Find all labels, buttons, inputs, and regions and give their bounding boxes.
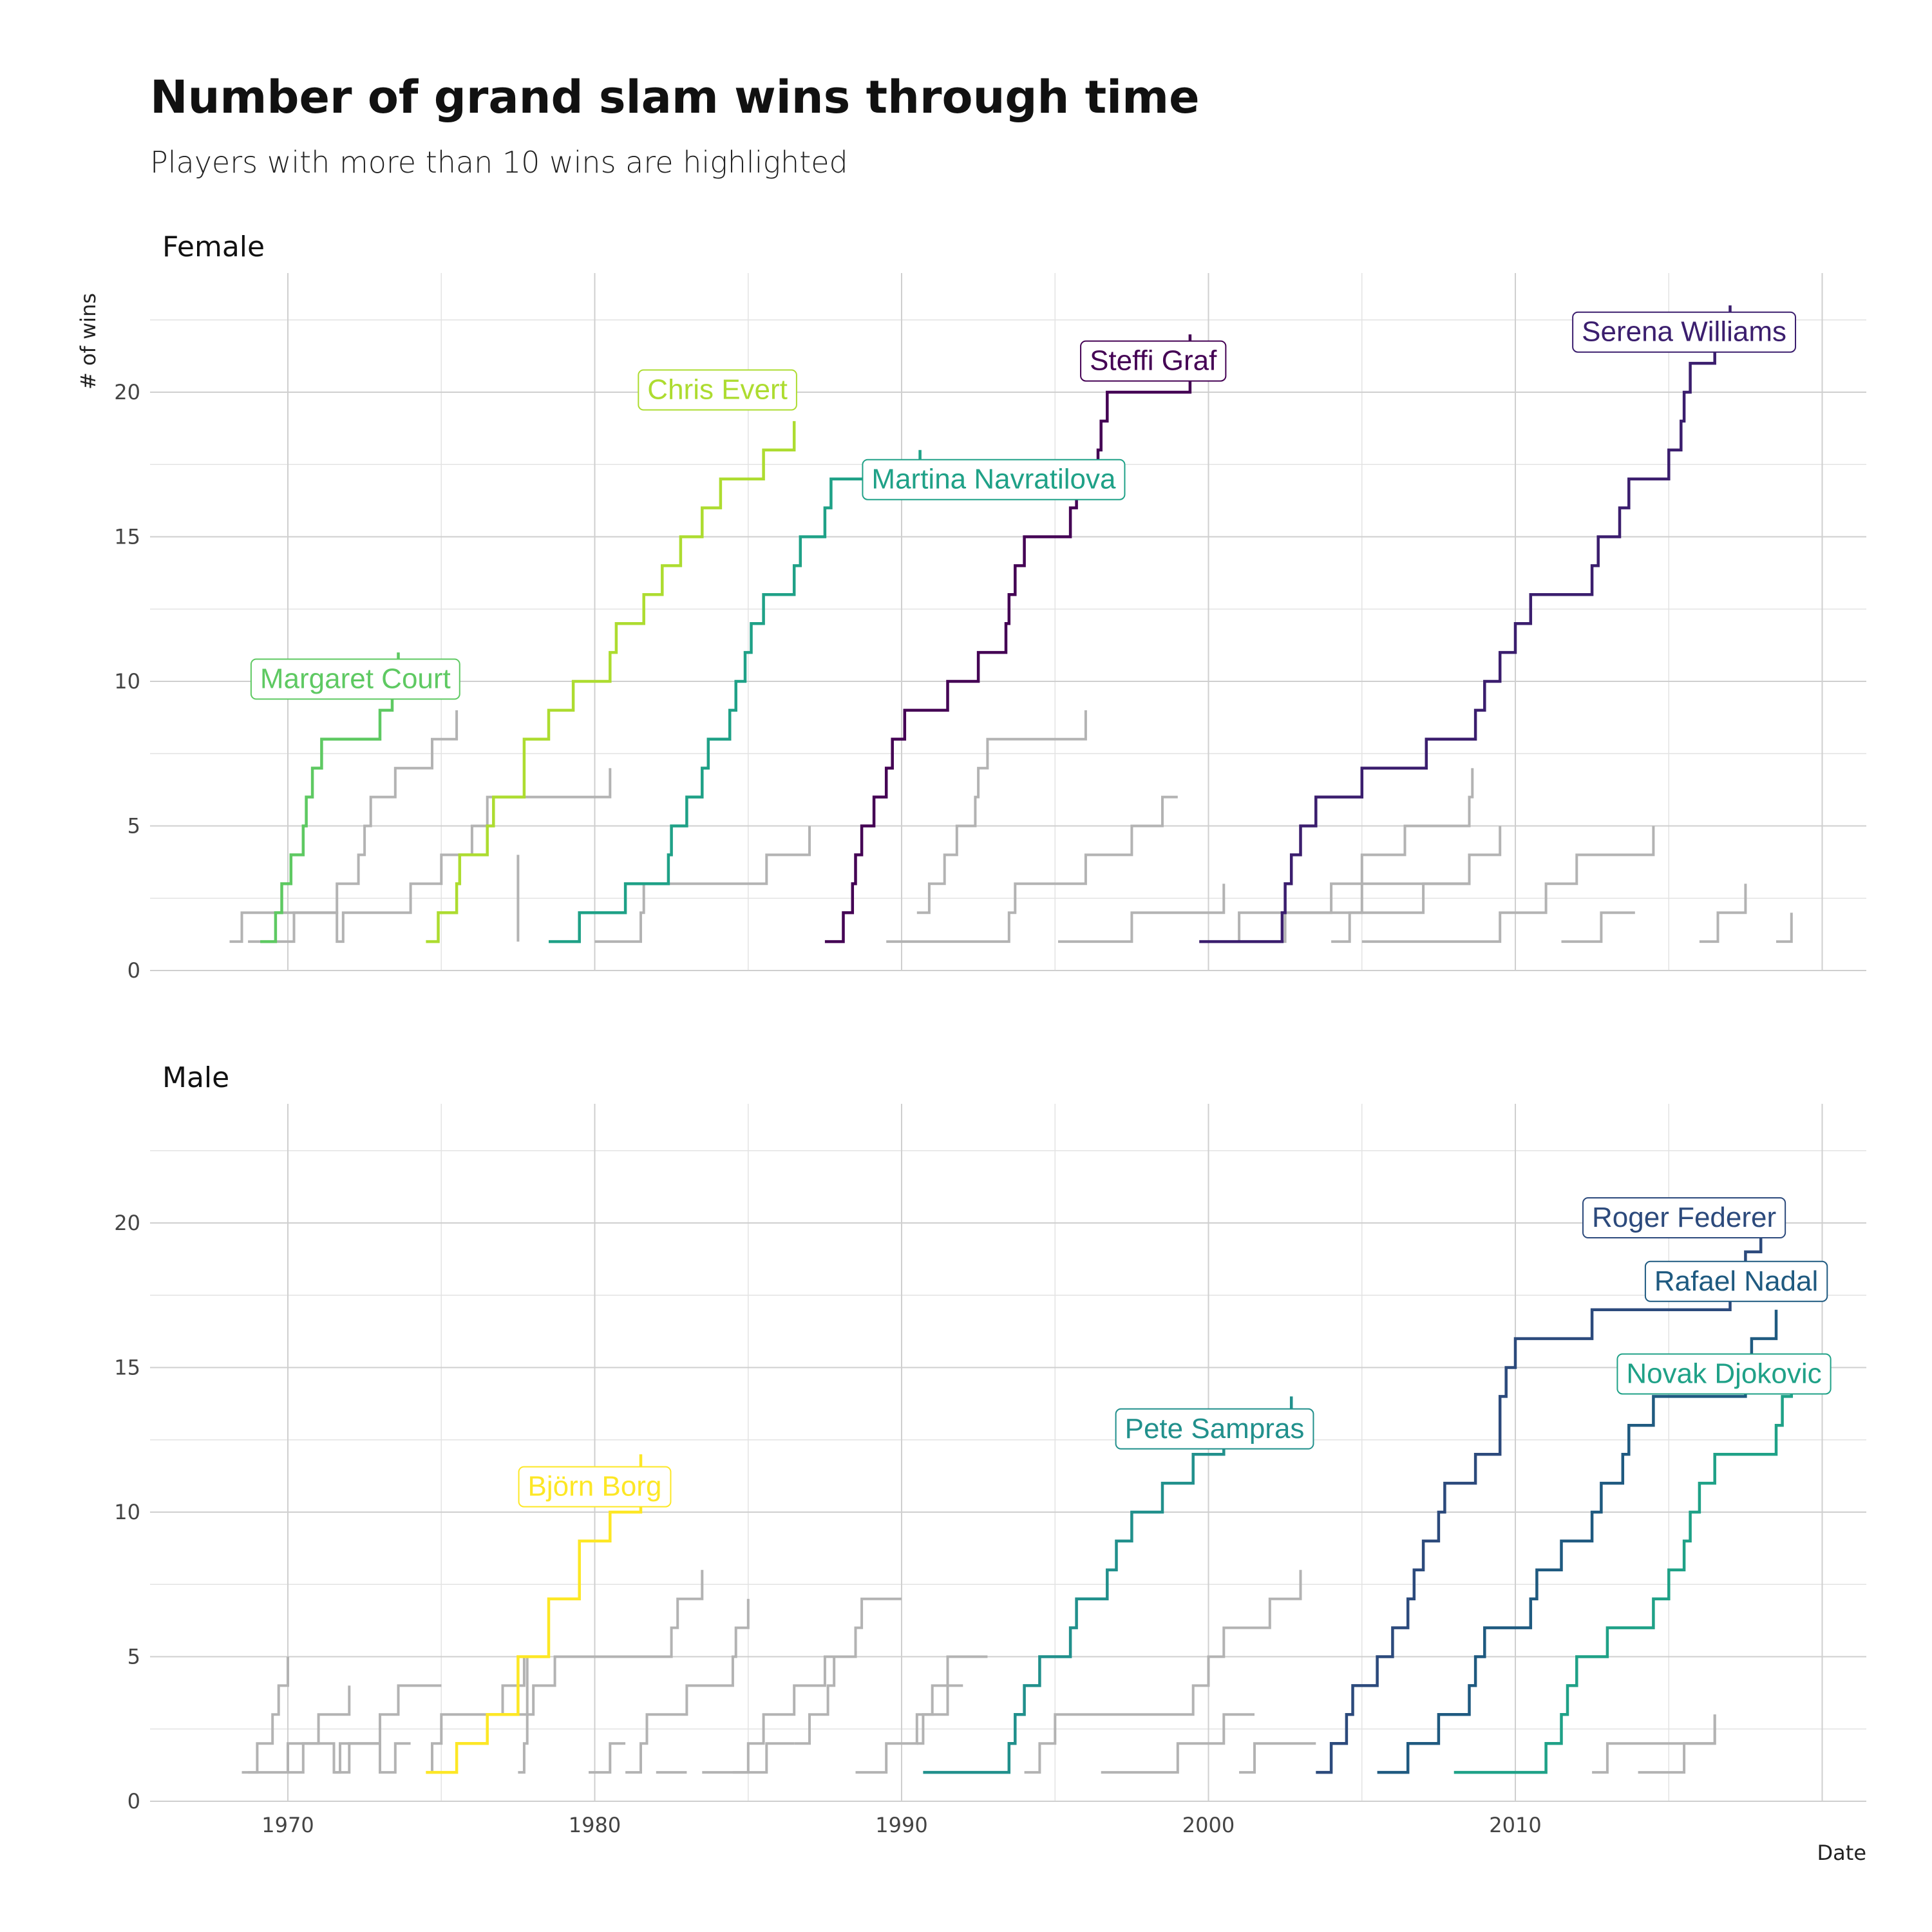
series-line bbox=[1454, 1367, 1794, 1774]
series-label-text: Serena Williams bbox=[1582, 316, 1786, 348]
other-player-line bbox=[589, 1742, 626, 1774]
other-player-line bbox=[916, 710, 1087, 914]
y-tick-label: 0 bbox=[128, 958, 140, 983]
y-tick-label: 15 bbox=[114, 525, 140, 549]
other-player-line bbox=[1058, 884, 1226, 943]
other-player-line bbox=[242, 1656, 289, 1774]
y-tick-label: 20 bbox=[114, 1211, 140, 1235]
chart-title: Number of grand slam wins through time bbox=[150, 71, 1200, 124]
panel-female: Female 0 5 10 15 20 Margaret Court Chris Evert M… bbox=[114, 231, 1866, 983]
other-player-line bbox=[916, 1684, 963, 1745]
series-label: Martina Navratilova bbox=[862, 459, 1126, 500]
series-label-box bbox=[1582, 1197, 1786, 1239]
series-label: Pete Sampras bbox=[1115, 1408, 1314, 1450]
series-line bbox=[923, 1396, 1293, 1774]
series-label: Rafael Nadal bbox=[1644, 1260, 1828, 1302]
other-player-line bbox=[518, 1569, 704, 1716]
y-tick-label: 0 bbox=[128, 1789, 140, 1814]
series-label: Steffi Graf bbox=[1080, 340, 1227, 382]
y-axis-label: # of wins bbox=[76, 293, 100, 390]
y-tick-label: 5 bbox=[128, 814, 140, 838]
other-player-line bbox=[1561, 911, 1635, 943]
other-player-line bbox=[702, 1655, 840, 1774]
x-tick-label: 1990 bbox=[875, 1813, 927, 1837]
series-line bbox=[426, 421, 796, 943]
series-label-text: Chris Evert bbox=[647, 374, 788, 406]
series-line bbox=[1316, 1223, 1763, 1774]
series-label: Björn Borg bbox=[518, 1466, 672, 1508]
series-label: Serena Williams bbox=[1572, 311, 1797, 353]
series-line bbox=[426, 1454, 643, 1774]
x-axis-label: Date bbox=[1817, 1841, 1866, 1865]
series-line bbox=[824, 334, 1192, 943]
y-tick-label: 15 bbox=[114, 1356, 140, 1380]
series-label-box bbox=[862, 459, 1126, 500]
facet-title-female: Female bbox=[162, 231, 265, 263]
series-label: Novak Djokovic bbox=[1616, 1353, 1832, 1395]
other-player-line bbox=[1239, 1742, 1316, 1774]
y-tick-label: 20 bbox=[114, 380, 140, 404]
series-label: Margaret Court bbox=[250, 658, 460, 700]
other-player-line bbox=[1361, 826, 1655, 943]
series-label-box bbox=[1080, 340, 1227, 382]
series-label-text: Pete Sampras bbox=[1125, 1413, 1305, 1444]
series-label-box bbox=[1616, 1353, 1832, 1395]
other-player-line bbox=[1255, 826, 1502, 943]
series-label: Chris Evert bbox=[638, 369, 797, 411]
other-player-line bbox=[886, 795, 1178, 943]
other-player-line bbox=[625, 1598, 750, 1774]
series-line bbox=[260, 652, 400, 943]
other-player-line bbox=[426, 1655, 534, 1774]
x-tick-label: 1970 bbox=[261, 1813, 314, 1837]
series-label-box bbox=[638, 369, 797, 411]
other-player-line bbox=[1638, 1714, 1716, 1774]
x-tick-label: 2000 bbox=[1182, 1813, 1235, 1837]
series-label-box bbox=[1115, 1408, 1314, 1450]
series-label-text: Roger Federer bbox=[1592, 1202, 1776, 1233]
other-player-line bbox=[794, 1597, 902, 1745]
series-label: Roger Federer bbox=[1582, 1197, 1786, 1239]
chart-subtitle: Players with more than 10 wins are highl… bbox=[150, 145, 848, 180]
x-tick-label: 2010 bbox=[1489, 1813, 1541, 1837]
series-label-text: Björn Borg bbox=[528, 1471, 662, 1502]
series-line bbox=[1377, 1309, 1778, 1774]
series-label-text: Novak Djokovic bbox=[1626, 1358, 1821, 1389]
other-player-line bbox=[1699, 884, 1747, 943]
other-player-line bbox=[732, 1742, 795, 1774]
series-label-box bbox=[1572, 311, 1797, 353]
y-tick-label: 10 bbox=[114, 1500, 140, 1524]
other-player-line bbox=[248, 768, 612, 943]
other-player-line bbox=[855, 1655, 988, 1774]
x-tick-label: 1980 bbox=[569, 1813, 621, 1837]
series-label-box bbox=[1644, 1260, 1828, 1302]
y-tick-label: 10 bbox=[114, 669, 140, 694]
other-player-line bbox=[1776, 913, 1793, 943]
series-label-box bbox=[518, 1466, 672, 1508]
other-player-line bbox=[1331, 855, 1471, 943]
series-label-text: Steffi Graf bbox=[1090, 345, 1217, 377]
other-player-line bbox=[288, 1684, 442, 1774]
other-player-line bbox=[1101, 1713, 1255, 1774]
other-player-line bbox=[1224, 768, 1474, 943]
series-line bbox=[1199, 305, 1732, 943]
series-label-box bbox=[250, 658, 460, 700]
series-label-text: Margaret Court bbox=[260, 663, 451, 695]
facet-title-male: Male bbox=[162, 1061, 229, 1094]
series-line bbox=[549, 450, 922, 943]
series-label-text: Martina Navratilova bbox=[871, 464, 1116, 495]
other-player-line bbox=[334, 1742, 411, 1774]
panel-male: Male 0 5 10 15 20 1970 1980 1990 2000 2010 Björn Bo… bbox=[114, 1061, 1866, 1837]
other-player-line bbox=[1024, 1569, 1302, 1774]
series-label-text: Rafael Nadal bbox=[1654, 1265, 1818, 1297]
y-tick-label: 5 bbox=[128, 1645, 140, 1669]
